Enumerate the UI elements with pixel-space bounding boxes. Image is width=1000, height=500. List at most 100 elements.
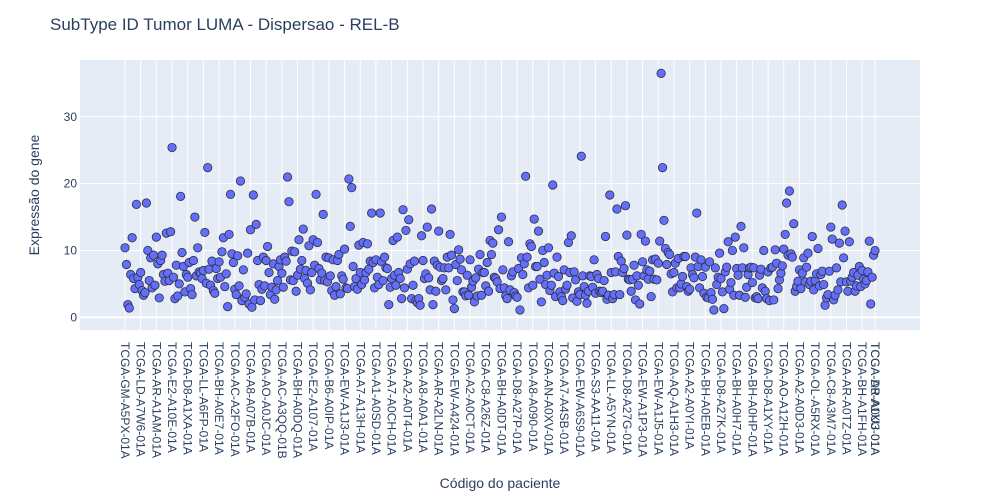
data-point[interactable] (148, 250, 159, 260)
data-point[interactable] (730, 232, 740, 242)
data-point[interactable] (696, 255, 706, 265)
data-point[interactable] (397, 293, 407, 304)
data-point[interactable] (379, 252, 390, 262)
data-point[interactable] (535, 274, 545, 284)
data-point[interactable] (562, 280, 572, 290)
data-point[interactable] (398, 205, 408, 215)
data-point[interactable] (719, 304, 729, 314)
data-point[interactable] (347, 183, 357, 193)
data-point[interactable] (183, 272, 193, 282)
data-point[interactable] (124, 303, 134, 313)
data-point[interactable] (416, 231, 427, 241)
data-point[interactable] (231, 289, 241, 300)
data-point[interactable] (438, 273, 448, 284)
data-point[interactable] (640, 236, 651, 246)
data-point[interactable] (637, 257, 648, 267)
data-point[interactable] (367, 208, 377, 218)
data-point[interactable] (297, 255, 307, 266)
data-point[interactable] (382, 263, 392, 274)
data-point[interactable] (677, 271, 688, 282)
data-point[interactable] (615, 289, 625, 300)
data-point[interactable] (290, 247, 300, 257)
data-point[interactable] (747, 277, 757, 288)
data-point[interactable] (173, 291, 183, 301)
data-point[interactable] (669, 267, 679, 278)
data-point[interactable] (449, 304, 459, 314)
data-point[interactable] (488, 238, 498, 248)
data-point[interactable] (464, 290, 474, 300)
data-point[interactable] (294, 235, 304, 245)
data-point[interactable] (331, 281, 341, 292)
data-point[interactable] (680, 251, 690, 262)
data-point[interactable] (270, 294, 280, 304)
data-point[interactable] (404, 215, 414, 225)
data-point[interactable] (221, 269, 231, 279)
data-point[interactable] (753, 293, 763, 304)
data-point[interactable] (166, 227, 176, 237)
data-point[interactable] (870, 245, 880, 256)
data-point[interactable] (391, 280, 401, 290)
data-point[interactable] (532, 261, 542, 272)
data-point[interactable] (807, 231, 817, 242)
data-point[interactable] (656, 68, 666, 78)
data-point[interactable] (600, 231, 611, 242)
data-point[interactable] (362, 239, 372, 249)
data-point[interactable] (455, 254, 465, 264)
data-point[interactable] (282, 172, 293, 182)
data-point[interactable] (338, 274, 348, 284)
data-point[interactable] (652, 275, 662, 285)
data-point[interactable] (781, 198, 792, 208)
data-point[interactable] (344, 174, 354, 184)
data-point[interactable] (512, 292, 522, 302)
data-point[interactable] (448, 295, 458, 305)
data-point[interactable] (826, 222, 836, 232)
data-point[interactable] (759, 245, 769, 256)
data-point[interactable] (456, 265, 467, 275)
data-point[interactable] (233, 251, 243, 261)
data-point[interactable] (543, 243, 554, 253)
data-point[interactable] (426, 204, 437, 214)
data-point[interactable] (335, 289, 345, 299)
data-point[interactable] (769, 295, 779, 305)
data-point[interactable] (840, 226, 850, 236)
data-point[interactable] (726, 277, 736, 288)
data-point[interactable] (533, 226, 544, 236)
data-point[interactable] (502, 293, 512, 304)
data-point[interactable] (476, 290, 487, 300)
data-point[interactable] (528, 280, 538, 290)
data-point[interactable] (151, 232, 161, 242)
data-point[interactable] (784, 186, 795, 196)
data-point[interactable] (210, 288, 220, 298)
data-point[interactable] (157, 250, 167, 260)
data-point[interactable] (176, 191, 186, 201)
data-point[interactable] (692, 208, 702, 218)
data-point[interactable] (727, 245, 738, 256)
data-point[interactable] (723, 237, 733, 247)
data-point[interactable] (780, 229, 790, 240)
data-point[interactable] (445, 229, 455, 240)
data-point[interactable] (465, 255, 475, 265)
data-point[interactable] (235, 176, 246, 186)
data-point[interactable] (722, 262, 732, 272)
data-point[interactable] (228, 257, 238, 268)
data-point[interactable] (796, 283, 806, 294)
data-point[interactable] (707, 294, 718, 304)
data-point[interactable] (154, 293, 164, 303)
data-point[interactable] (633, 280, 643, 290)
data-point[interactable] (582, 298, 592, 308)
data-point[interactable] (522, 252, 532, 262)
data-point[interactable] (546, 280, 556, 290)
data-point[interactable] (203, 163, 213, 173)
data-point[interactable] (452, 275, 462, 286)
data-point[interactable] (570, 275, 581, 285)
data-point[interactable] (325, 271, 335, 281)
data-point[interactable] (223, 302, 233, 312)
data-point[interactable] (234, 281, 244, 291)
data-point[interactable] (140, 287, 150, 298)
data-point[interactable] (375, 208, 385, 218)
data-point[interactable] (619, 263, 629, 274)
data-point[interactable] (787, 252, 797, 262)
data-point[interactable] (281, 256, 291, 266)
data-point[interactable] (245, 225, 256, 235)
data-point[interactable] (190, 212, 200, 222)
